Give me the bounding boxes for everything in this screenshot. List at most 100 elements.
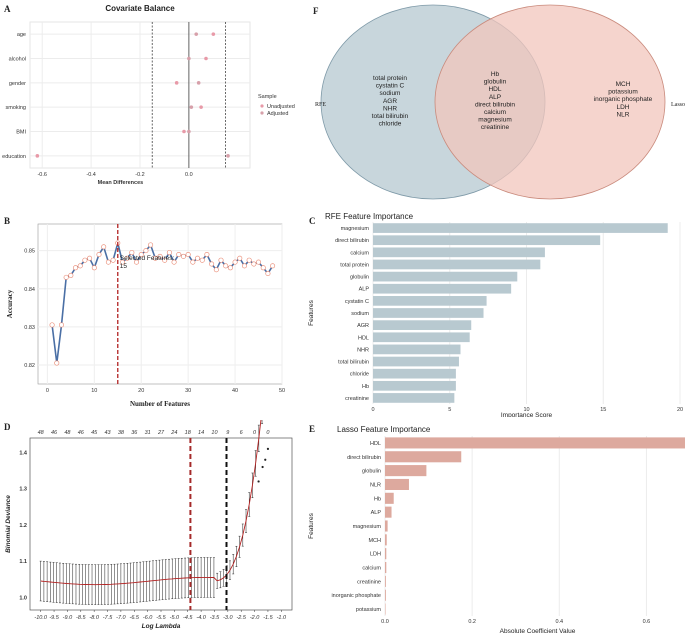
bar [385, 506, 392, 518]
venn-item: cystatin C [376, 83, 405, 90]
lasso-importance-chart: E Lasso Feature Importance 0.0 0.2 0.4 0.6 HDL… [308, 424, 685, 635]
lasso-deviance-panel: D 1.0 1.1 1.2 1.3 1.4 -10.0 -9.5 -9.0 -8.5 -8.0 -7.… [0, 420, 300, 639]
x-tick-label: -4.0 [196, 615, 206, 621]
y-tick-label: total bilirubin [338, 360, 369, 366]
bar [373, 235, 601, 246]
y-tick-label: globulin [350, 275, 369, 281]
data-point [270, 263, 276, 269]
data-point [223, 263, 229, 269]
y-tick-label: direct bilirubin [335, 238, 369, 244]
panel-label: C [309, 216, 316, 226]
y-tick-label: 1.3 [19, 487, 27, 493]
x-tick-label: -0.6 [37, 172, 46, 178]
data-point [209, 261, 215, 267]
y-tick-label: ALP [359, 287, 370, 293]
bar [373, 380, 456, 391]
x-tick-label: -5.5 [156, 615, 166, 621]
venn-item: AGR [383, 98, 397, 105]
top-axis-label: 18 [185, 430, 192, 436]
x-tick-label: 20 [138, 388, 144, 394]
x-tick-label: 40 [232, 388, 238, 394]
y-tick-label: Hb [362, 384, 369, 390]
x-tick-label: 20 [677, 407, 683, 413]
data-point [129, 250, 135, 256]
legend-entry: Unadjusted [267, 104, 295, 110]
annotation: Selected Features: [120, 255, 175, 262]
data-point [63, 274, 69, 280]
x-tick-label: 15 [600, 407, 606, 413]
top-axis-label: 48 [64, 430, 71, 436]
data-point [241, 263, 247, 269]
data-point [232, 259, 238, 265]
x-tick-label: 10 [523, 407, 529, 413]
x-tick-label: -2.5 [236, 615, 246, 621]
data-point [190, 259, 196, 265]
data-point [227, 265, 233, 271]
y-tick-label: 1.4 [19, 450, 28, 456]
panel-label: D [4, 422, 11, 432]
top-axis-label: 24 [170, 430, 177, 436]
bar [385, 575, 386, 587]
y-tick-label: Hb [374, 496, 381, 502]
covariate-balance-panel: A Covariate Balance -0.6 -0.4 -0.2 0.0 age alco… [0, 0, 300, 200]
x-tick-label: -1.0 [277, 615, 287, 621]
data-point [204, 251, 210, 257]
x-tick-label: -9.0 [63, 615, 73, 621]
deviance-point [257, 480, 260, 483]
data-point [213, 267, 219, 273]
x-tick-label: -8.0 [89, 615, 99, 621]
y-tick-label: NLR [370, 482, 381, 488]
data-point [196, 81, 201, 85]
venn-item: total bilirubin [372, 113, 409, 120]
x-tick-label: 0.2 [468, 619, 476, 625]
deviance-point [264, 458, 267, 461]
x-tick-label: 0 [46, 388, 49, 394]
data-point [256, 259, 262, 265]
bar [373, 344, 461, 355]
bar [385, 548, 387, 560]
data-point [251, 261, 257, 267]
y-tick-label: 0.82 [24, 363, 35, 369]
lasso-deviance-chart: D 1.0 1.1 1.2 1.3 1.4 -10.0 -9.5 -9.0 -8.5 -8.0 -7.… [4, 420, 293, 630]
bar [385, 520, 388, 532]
venn-item: chloride [379, 121, 402, 128]
y-tick-label: 1.2 [19, 523, 27, 529]
top-axis-label: 0 [266, 430, 270, 436]
venn-set-label: Lasso [671, 102, 685, 108]
data-point [91, 265, 97, 271]
y-tick-label: ALP [371, 510, 382, 516]
data-point [143, 248, 149, 254]
venn-item: direct bilirubin [475, 101, 515, 108]
data-point [204, 56, 208, 61]
data-point [162, 257, 168, 263]
y-axis-label: Accuracy [6, 289, 14, 318]
top-axis-label: 10 [211, 430, 218, 436]
data-point [54, 360, 60, 366]
x-tick-label: -10.0 [34, 615, 47, 621]
venn-item: ALP [489, 94, 501, 101]
covariate-balance-chart: A Covariate Balance -0.6 -0.4 -0.2 0.0 age alco… [2, 4, 295, 186]
top-axis-label: 38 [118, 430, 125, 436]
x-axis-label: Importance Score [501, 412, 553, 417]
plot-area [37, 223, 283, 385]
data-point [157, 253, 163, 259]
top-axis-label: 43 [104, 430, 111, 436]
y-tick-label: age [17, 32, 26, 38]
venn-item: NHR [383, 105, 397, 112]
x-tick-label: -6.0 [143, 615, 153, 621]
top-axis-label: 9 [226, 430, 229, 436]
data-point [105, 259, 111, 265]
y-tick-label: globulin [362, 469, 381, 475]
x-tick-label: -8.5 [76, 615, 86, 621]
data-point [174, 81, 179, 85]
y-tick-label: magnesium [341, 226, 370, 232]
x-tick-label: -3.0 [223, 615, 233, 621]
y-tick-label: 0.83 [24, 325, 35, 331]
data-point [124, 255, 130, 261]
data-point [176, 251, 182, 257]
bar [385, 478, 409, 490]
bar [373, 368, 456, 379]
y-tick-label: NHR [357, 347, 369, 353]
y-tick-label: creatinine [357, 579, 381, 585]
bar [385, 534, 387, 546]
